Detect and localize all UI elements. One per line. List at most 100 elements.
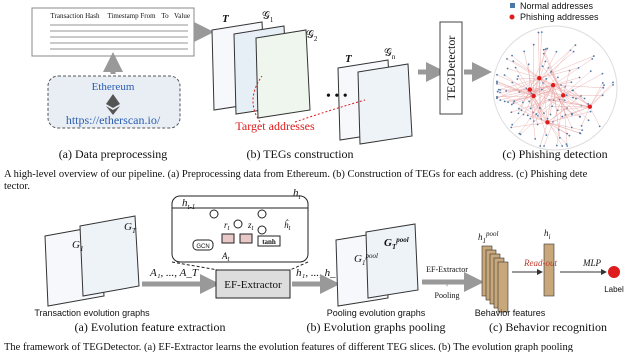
label-dot (608, 266, 620, 278)
edge (581, 106, 591, 126)
edge (536, 85, 554, 115)
node (518, 132, 521, 135)
edge (512, 84, 554, 125)
node (602, 86, 605, 89)
node (540, 88, 543, 91)
edge (506, 58, 540, 79)
node (583, 97, 586, 100)
edge (572, 90, 590, 107)
edge (547, 111, 591, 123)
node (546, 47, 549, 50)
detector-label: TEGDetector (444, 36, 458, 101)
detector-box (439, 21, 463, 115)
caption: (c) Phishing detection (502, 147, 607, 161)
math-label: 1 (362, 259, 366, 267)
svg-text:hi: hi (544, 228, 551, 241)
node (566, 145, 569, 147)
node (571, 89, 574, 92)
node (537, 31, 540, 34)
node (601, 82, 604, 84)
table-header: Value (174, 12, 190, 20)
edge (511, 95, 564, 113)
math-label: z (247, 220, 252, 230)
math-label: 1 (80, 245, 84, 253)
node (570, 81, 573, 84)
hub (545, 120, 550, 125)
edge (549, 99, 590, 107)
edge (547, 95, 582, 123)
edge (589, 82, 614, 107)
edge (529, 89, 574, 98)
node (526, 114, 529, 117)
math-label: t (228, 224, 231, 232)
graph-label: 𝒢 (262, 10, 270, 22)
edge (538, 32, 540, 79)
node (545, 78, 548, 80)
node (529, 107, 532, 110)
edge (563, 95, 589, 121)
graph-title: Transaction evolution graphs (34, 308, 150, 318)
edge (530, 95, 564, 119)
node (603, 84, 605, 87)
node (496, 96, 498, 99)
svg-text:𝒢1: 𝒢1 (262, 10, 274, 24)
ethereum-label: Ethereum (92, 81, 135, 93)
edge (521, 110, 548, 123)
node (587, 119, 590, 122)
node (520, 109, 523, 112)
edge (515, 67, 530, 90)
node (503, 100, 506, 103)
math-label: h (478, 232, 483, 242)
step-label: Pooling (435, 291, 460, 300)
pool-stack: G1pool GTpool (335, 223, 419, 307)
edge (552, 58, 593, 86)
edge (551, 71, 564, 96)
node (518, 107, 520, 110)
node (543, 145, 545, 147)
edge (552, 84, 577, 99)
node (558, 137, 561, 139)
caption: (a) Evolution feature extraction (75, 320, 226, 334)
math-label: A₁, ..., A_T (149, 267, 199, 279)
url: https://etherscan.io/ (66, 113, 161, 127)
node (592, 55, 595, 57)
node (572, 50, 575, 53)
node (507, 101, 510, 104)
hub (561, 93, 566, 98)
edge (542, 66, 564, 96)
node (535, 113, 538, 115)
edge (504, 95, 534, 102)
node (534, 137, 537, 140)
node (540, 31, 543, 34)
edge (562, 106, 590, 117)
svg-text:At: At (221, 251, 231, 263)
node (601, 72, 604, 75)
node (612, 83, 614, 86)
legend-entry: Phishing addresses (520, 12, 599, 22)
math-label: pool (485, 230, 499, 238)
ethereum-box: Ethereum https://etherscan.io/ (47, 75, 181, 129)
caption: (b) TEGs construction (246, 147, 353, 161)
table-header: To (161, 12, 169, 20)
node (510, 103, 513, 106)
table-header: From (140, 12, 156, 20)
node (496, 73, 498, 76)
edge (511, 55, 540, 79)
node (517, 75, 520, 77)
graph-label: 2 (314, 35, 318, 43)
node (511, 123, 514, 126)
node (527, 63, 530, 66)
edge (560, 84, 590, 107)
time-label: T (222, 13, 230, 25)
figure-caption: The framework of TEGDetector. (a) EF-Ext… (4, 342, 574, 352)
step-label: EF-Extractor (426, 265, 468, 274)
node (612, 81, 614, 84)
node (545, 134, 548, 136)
edge (589, 106, 600, 127)
legend: Normal addresses Phishing addresses (509, 1, 599, 22)
math-label: ĥ (284, 220, 289, 230)
math-label: 1 (483, 237, 487, 245)
edge (552, 85, 560, 130)
math-label: G (384, 237, 392, 249)
